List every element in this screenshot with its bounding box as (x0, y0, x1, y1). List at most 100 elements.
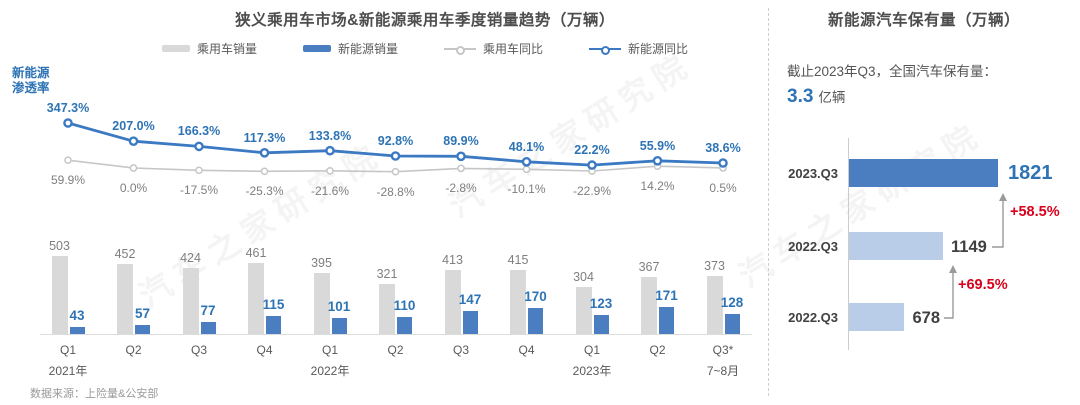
nev-yoy-value: 22.2% (574, 143, 610, 158)
growth-rate-label: +69.5% (958, 277, 1008, 293)
nev-sales-bar (200, 322, 216, 334)
holdings-bar (849, 232, 943, 260)
nev-sales-value: 57 (134, 306, 151, 322)
panel-divider (768, 8, 769, 396)
line-marker-icon (652, 155, 663, 166)
combo-chart-area: 347.3% 207.0% 166.3% 117.3% 133.8% 92.8% 89.9%… (46, 100, 744, 378)
line-marker-icon (128, 136, 139, 146)
legend-item-passenger-sales: 乘用车销量 (161, 40, 257, 57)
passenger-sales-bar (248, 262, 264, 334)
combo-chart-title: 狭义乘用车市场&新能源乘用车季度销量趋势（万辆） (235, 12, 615, 29)
source-note: 数据来源：上险量&公安部 (30, 388, 159, 400)
bar-swatch-icon (161, 45, 190, 52)
x-axis-line (40, 334, 752, 335)
nev-sales-value: 115 (262, 297, 285, 313)
passenger-yoy-value: -22.9% (572, 183, 612, 198)
nev-sales-bar (135, 325, 150, 334)
quarter-label: Q1 (583, 343, 601, 357)
passenger-sales-bar (641, 277, 657, 334)
passenger-sales-value: 461 (245, 245, 267, 260)
legend-label: 新能源销量 (337, 42, 398, 56)
year-label: 2022年 (310, 364, 350, 378)
nev-yoy-value: 166.3% (177, 124, 221, 139)
nev-yoy-value: 207.0% (112, 119, 155, 134)
passenger-sales-value: 367 (638, 260, 660, 275)
holdings-total: 3.3 亿辆 (787, 86, 845, 108)
line-swatch-icon (444, 45, 476, 55)
passenger-sales-bar (117, 263, 133, 334)
nev-sales-value: 77 (200, 303, 216, 319)
holdings-chart-title: 新能源汽车保有量（万辆） (827, 12, 1020, 29)
line-marker-icon (587, 160, 597, 170)
holdings-value-label: 1821 (1008, 162, 1053, 184)
passenger-yoy-value: -25.3% (245, 184, 284, 199)
quarter-label: Q2 (125, 343, 142, 357)
line-marker-icon (718, 158, 728, 168)
line-marker-icon (64, 156, 72, 165)
passenger-sales-value: 503 (49, 239, 70, 254)
holdings-total-unit: 亿辆 (818, 90, 846, 105)
line-marker-icon (63, 118, 73, 128)
nev-sales-bar (69, 327, 85, 334)
holdings-axis-line (848, 138, 849, 350)
line-marker-icon (195, 166, 203, 175)
bar-swatch-icon (302, 45, 331, 52)
passenger-sales-value: 415 (507, 252, 529, 267)
nev-sales-bar (462, 311, 478, 334)
y-axis-label-line: 渗透率 (12, 81, 50, 95)
legend-item-nev-yoy: 新能源同比 (589, 40, 688, 57)
nev-sales-value: 123 (589, 295, 613, 311)
growth-rate-label: +58.5% (1010, 204, 1060, 220)
line-marker-icon (325, 145, 335, 156)
line-marker-icon (260, 167, 269, 176)
holdings-category-label: 2023.Q3 (788, 166, 838, 181)
nev-yoy-value: 48.1% (508, 139, 545, 154)
line-marker-icon (129, 164, 138, 172)
passenger-sales-bar (510, 269, 526, 334)
nev-sales-bar (266, 316, 281, 334)
nev-yoy-value: 347.3% (46, 100, 90, 115)
passenger-yoy-value: -2.8% (445, 181, 477, 196)
year-label: 7~8月 (706, 364, 740, 378)
passenger-yoy-value: -10.1% (507, 182, 546, 197)
passenger-yoy-value: -17.5% (179, 183, 219, 198)
passenger-yoy-value: 0.0% (119, 181, 148, 195)
passenger-sales-bar (313, 272, 330, 334)
nev-sales-value: 147 (458, 292, 482, 308)
passenger-yoy-value: 59.9% (50, 173, 86, 188)
year-label: 2023年 (572, 364, 612, 378)
nev-sales-bar (397, 316, 412, 334)
line-marker-icon (390, 151, 401, 161)
passenger-sales-value: 395 (311, 255, 332, 270)
passenger-sales-value: 452 (114, 246, 136, 261)
line-marker-icon (326, 166, 334, 175)
y-axis-label-line: 新能源 (12, 66, 50, 80)
nev-sales-value: 128 (720, 295, 744, 311)
quarter-label: Q3 (452, 343, 470, 357)
holdings-category-label: 2022.Q3 (788, 310, 838, 325)
quarter-label: Q4 (256, 343, 273, 357)
nev-sales-value: 170 (524, 288, 547, 304)
legend-item-nev-sales: 新能源销量 (302, 40, 398, 57)
combo-chart-legend: 乘用车销量 新能源销量 乘用车同比 新能源同比 (40, 40, 810, 57)
quarter-label: Q4 (518, 343, 535, 357)
nev-yoy-value: 92.8% (377, 133, 414, 148)
line-marker-icon (391, 167, 400, 176)
passenger-yoy-value: 0.5% (709, 180, 737, 195)
nev-sales-bar (724, 314, 740, 334)
passenger-sales-bar (379, 284, 395, 334)
line-marker-icon (457, 164, 465, 173)
holdings-value-label: 1149 (951, 238, 987, 256)
quarter-label: Q1 (59, 343, 77, 357)
holdings-subtitle: 截止2023年Q3，全国汽车保有量： (787, 64, 998, 79)
nev-sales-value: 101 (327, 299, 351, 315)
line-swatch-icon (589, 45, 622, 55)
passenger-sales-bar (575, 286, 592, 334)
nev-sales-bar (593, 314, 609, 334)
line-marker-icon (521, 156, 532, 167)
holdings-bar (849, 303, 905, 331)
passenger-sales-value: 373 (704, 259, 725, 274)
legend-item-passenger-yoy: 乘用车同比 (444, 40, 543, 57)
line-marker-icon (456, 151, 466, 162)
